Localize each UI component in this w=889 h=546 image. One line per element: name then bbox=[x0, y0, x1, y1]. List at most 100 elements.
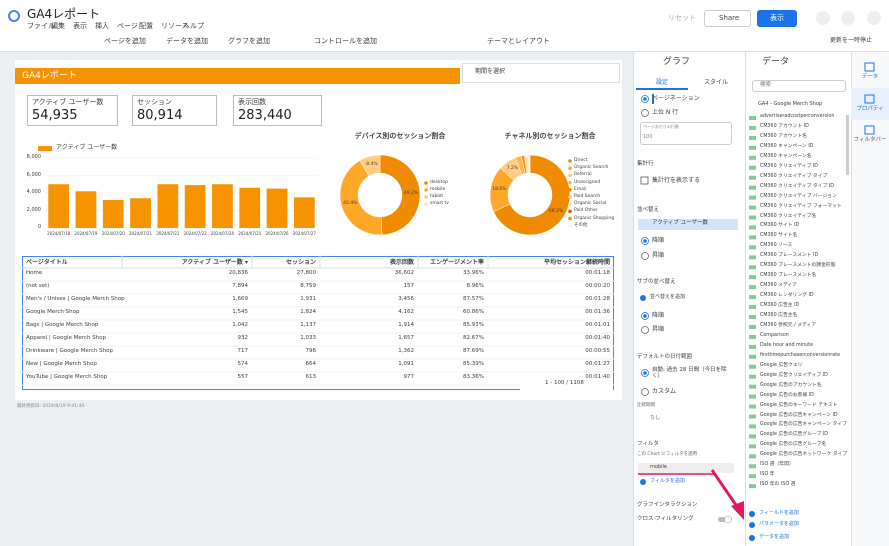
menu-item[interactable]: ページ bbox=[117, 22, 138, 30]
field-type-icon bbox=[749, 404, 756, 409]
field-item[interactable]: CM360 広告主名 bbox=[760, 313, 798, 318]
menu-item[interactable]: ファイル bbox=[27, 22, 55, 30]
field-item[interactable]: CM360 プレースメントの課金形態 bbox=[760, 263, 836, 269]
field-item[interactable]: CM360 サイト名 bbox=[760, 233, 798, 239]
field-item[interactable]: Google 広告クエリ bbox=[760, 362, 803, 368]
field-item[interactable]: CM360 サイト ID bbox=[760, 223, 800, 229]
field-item[interactable]: Google 広告のお客様 ID bbox=[760, 392, 814, 398]
legend-swatch bbox=[38, 146, 52, 151]
side-tab[interactable]: プロパティ bbox=[856, 106, 884, 112]
view-button[interactable] bbox=[757, 10, 797, 27]
field-item[interactable]: Date hour and minute bbox=[760, 342, 813, 348]
slice-label: 49.2% bbox=[403, 191, 419, 197]
menu-item[interactable]: 編集 bbox=[51, 22, 65, 30]
toolbar-item[interactable]: ページを追加 bbox=[104, 37, 146, 45]
field-item[interactable]: CM360 参照元 / メディア bbox=[760, 322, 817, 328]
field-item[interactable]: Google 広告のアカウント名 bbox=[760, 382, 822, 388]
field-item[interactable]: ISO 年の ISO 週 bbox=[760, 482, 796, 488]
field-item[interactable]: CM360 クリエイティブ タイプ ID bbox=[760, 183, 834, 189]
field-item[interactable]: Google 広告の広告グループ名 bbox=[760, 442, 827, 448]
field-item[interactable]: CM360 キャンペーン ID bbox=[760, 143, 814, 149]
table-selection[interactable] bbox=[22, 256, 614, 390]
column-header: 平均セッション継続時間 bbox=[543, 259, 610, 266]
date-control[interactable] bbox=[462, 63, 620, 83]
field-type-icon bbox=[749, 225, 756, 230]
legend-label: Email bbox=[574, 186, 587, 192]
field-item[interactable]: Google 広告の広告キャンペーン ID bbox=[760, 412, 838, 418]
field-type-icon bbox=[749, 414, 756, 419]
filter-chip-label[interactable]: mobile bbox=[650, 464, 667, 470]
pause-button[interactable]: 更新を一時停止 bbox=[830, 37, 873, 44]
tab[interactable]: 設定 bbox=[656, 79, 669, 86]
menu-item[interactable]: 挿入 bbox=[95, 22, 109, 30]
field-type-icon bbox=[749, 454, 756, 459]
table-cell: 00:01:18 bbox=[585, 270, 610, 276]
table-cell: 4,162 bbox=[398, 309, 414, 315]
field-type-icon bbox=[749, 344, 756, 349]
radio bbox=[641, 369, 649, 377]
field-item[interactable]: ISO 年 bbox=[760, 472, 775, 478]
sort-field[interactable] bbox=[638, 219, 738, 230]
radio-dot bbox=[643, 97, 647, 101]
add-icon bbox=[749, 511, 755, 517]
field-item[interactable]: Google 広告の広告ネットワーク タイプ bbox=[760, 452, 848, 458]
side-tab[interactable]: データ bbox=[861, 74, 879, 80]
legend-dot bbox=[568, 195, 572, 199]
tab[interactable]: スタイル bbox=[704, 79, 729, 86]
field-item[interactable]: CM360 アカウント ID bbox=[760, 123, 809, 129]
field-item[interactable]: CM360 クリエイティブ名 bbox=[760, 213, 817, 219]
field-item[interactable]: CM360 プレースメント名 bbox=[760, 273, 817, 279]
field-item[interactable]: Google 広告の広告グループ ID bbox=[760, 432, 828, 438]
legend-dot bbox=[568, 224, 572, 228]
add-param[interactable]: パラメータを追加 bbox=[759, 521, 799, 527]
field-item[interactable]: CM360 クリエイティブ フォーマット bbox=[760, 203, 842, 209]
x-tick-label: 2024/07/24 bbox=[210, 231, 234, 236]
field-item[interactable]: Google 広告のキーワード テキスト bbox=[760, 402, 838, 408]
side-tab-icon bbox=[864, 125, 875, 135]
table-cell: 00:01:28 bbox=[585, 296, 610, 302]
menu-item[interactable]: ヘルプ bbox=[183, 22, 204, 30]
table-cell: 1,931 bbox=[300, 296, 316, 302]
field-item[interactable]: CM360 クリエイティブ バージョン bbox=[760, 193, 837, 199]
add-field[interactable]: フィールドを追加 bbox=[759, 510, 799, 516]
field-item[interactable]: advertiseradcostperconversion bbox=[760, 114, 835, 119]
active-side-tab[interactable] bbox=[851, 88, 889, 120]
toolbar-item[interactable]: データを追加 bbox=[166, 37, 208, 45]
field-item[interactable]: CM360 プレースメント ID bbox=[760, 253, 819, 259]
field-item[interactable]: CM360 レンダリング ID bbox=[760, 293, 814, 299]
menu-item[interactable]: 配置 bbox=[139, 22, 153, 30]
share-button[interactable] bbox=[704, 10, 751, 27]
rows-field[interactable] bbox=[640, 122, 732, 145]
toolbar-item[interactable]: コントロールを追加 bbox=[314, 37, 377, 45]
side-tab[interactable]: フィルタバー bbox=[853, 137, 887, 143]
field-item[interactable]: CM360 アカウント名 bbox=[760, 133, 807, 139]
field-type-icon bbox=[749, 334, 756, 339]
radio bbox=[641, 95, 649, 103]
field-item[interactable]: CM360 クリエイティブ タイプ bbox=[760, 173, 828, 179]
field-item[interactable]: CM360 クリエイティブ ID bbox=[760, 163, 818, 169]
field-type-icon bbox=[749, 394, 756, 399]
toolbar-item[interactable]: テーマとレイアウト bbox=[487, 37, 550, 45]
search-box[interactable] bbox=[752, 80, 846, 92]
panel-title: データ bbox=[762, 57, 790, 67]
toolbar-item[interactable]: グラフを追加 bbox=[228, 37, 270, 45]
field-item[interactable]: CM360 メディア bbox=[760, 283, 798, 289]
field-item[interactable]: firsttimepurchaserconversionrate bbox=[760, 352, 841, 358]
field-item[interactable]: CM360 ソース bbox=[760, 243, 793, 249]
field-item[interactable]: CM360 広告主 ID bbox=[760, 303, 800, 309]
add-filter[interactable]: フィルタを追加 bbox=[650, 478, 685, 484]
field-item[interactable]: Google 広告クリエイティブ ID bbox=[760, 372, 828, 378]
add-data[interactable]: データを追加 bbox=[759, 534, 790, 540]
add-sort[interactable]: 並べ替えを追加 bbox=[650, 294, 686, 300]
menu-item[interactable]: リソース bbox=[161, 22, 189, 30]
menu-item[interactable]: 表示 bbox=[73, 22, 87, 30]
field-item[interactable]: CM360 キャンペーン名 bbox=[760, 153, 812, 159]
field-item[interactable]: Comparison bbox=[760, 332, 789, 338]
section-title: デフォルトの日付範囲 bbox=[637, 354, 693, 360]
reset-button[interactable]: リセット bbox=[668, 14, 696, 22]
column-header: アクティブ ユーザー数 ▾ bbox=[181, 259, 248, 266]
table-cell: 1,042 bbox=[232, 322, 248, 328]
field-item[interactable]: Google 広告の広告キャンペーン タイプ bbox=[760, 422, 847, 428]
field-item[interactable]: ISO 週（年間） bbox=[760, 462, 794, 468]
filter-chip[interactable] bbox=[638, 463, 734, 473]
